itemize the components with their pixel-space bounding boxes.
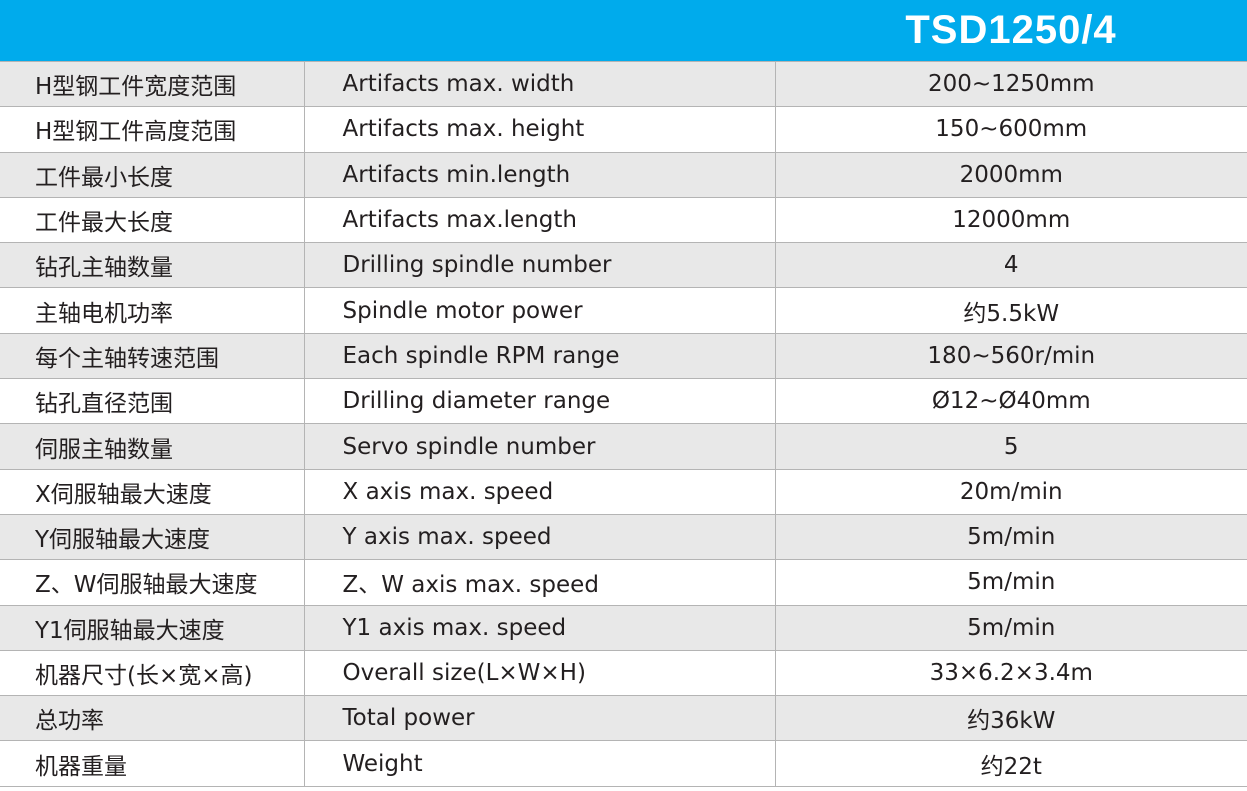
spec-name-cn: 工件最大长度	[0, 197, 305, 244]
spec-value: 12000mm	[775, 197, 1247, 244]
spec-name-en: Drilling spindle number	[304, 242, 776, 289]
spec-name-cn: H型钢工件高度范围	[0, 106, 305, 153]
spec-name-cn: 主轴电机功率	[0, 287, 305, 334]
spec-value: 约36kW	[775, 695, 1247, 742]
header-bar: TSD1250/4	[0, 0, 1247, 62]
spec-name-cn: 工件最小长度	[0, 152, 305, 198]
table-row: 主轴电机功率 Spindle motor power 约5.5kW	[0, 287, 1247, 334]
spec-name-en: Y axis max. speed	[304, 514, 776, 561]
table-row: 工件最小长度 Artifacts min.length 2000mm	[0, 152, 1247, 198]
spec-name-en: Z、W axis max. speed	[304, 559, 776, 606]
table-row: Z、W伺服轴最大速度 Z、W axis max. speed 5m/min	[0, 559, 1247, 606]
spec-name-en: Servo spindle number	[304, 423, 776, 470]
spec-value: 20m/min	[775, 469, 1247, 515]
table-row: Y1伺服轴最大速度 Y1 axis max. speed 5m/min	[0, 605, 1247, 651]
spec-value: 4	[775, 242, 1247, 289]
spec-name-cn: X伺服轴最大速度	[0, 469, 305, 515]
spec-table: H型钢工件宽度范围 Artifacts max. width 200~1250mm H…	[0, 62, 1247, 787]
spec-value: Ø12~Ø40mm	[775, 378, 1247, 425]
table-row: 伺服主轴数量 Servo spindle number 5	[0, 423, 1247, 470]
spec-name-en: Weight	[304, 740, 776, 787]
model-title: TSD1250/4	[905, 8, 1117, 52]
table-row: 总功率 Total power 约36kW	[0, 695, 1247, 742]
spec-name-en: X axis max. speed	[304, 469, 776, 515]
spec-value: 200~1250mm	[775, 62, 1247, 108]
spec-name-cn: Y1伺服轴最大速度	[0, 605, 305, 651]
spec-value: 5m/min	[775, 514, 1247, 561]
table-row: 机器尺寸(长×宽×高) Overall size(L×W×H) 33×6.2×3.4…	[0, 650, 1247, 697]
spec-name-en: Y1 axis max. speed	[304, 605, 776, 651]
spec-name-en: Artifacts max.length	[304, 197, 776, 244]
spec-name-cn: 总功率	[0, 695, 305, 742]
table-row: 机器重量 Weight 约22t	[0, 740, 1247, 787]
spec-value: 180~560r/min	[775, 333, 1247, 380]
spec-name-cn: Y伺服轴最大速度	[0, 514, 305, 561]
table-row: X伺服轴最大速度 X axis max. speed 20m/min	[0, 469, 1247, 515]
spec-name-en: Spindle motor power	[304, 287, 776, 334]
table-row: 每个主轴转速范围 Each spindle RPM range 180~560r/m…	[0, 333, 1247, 380]
spec-value: 2000mm	[775, 152, 1247, 198]
spec-name-en: Drilling diameter range	[304, 378, 776, 425]
spec-name-en: Total power	[304, 695, 776, 742]
table-row: 工件最大长度 Artifacts max.length 12000mm	[0, 197, 1247, 244]
spec-name-en: Overall size(L×W×H)	[304, 650, 776, 697]
spec-name-en: Artifacts min.length	[304, 152, 776, 198]
spec-name-cn: 钻孔直径范围	[0, 378, 305, 425]
spec-name-cn: Z、W伺服轴最大速度	[0, 559, 305, 606]
spec-value: 5m/min	[775, 605, 1247, 651]
spec-name-en: Each spindle RPM range	[304, 333, 776, 380]
table-row: Y伺服轴最大速度 Y axis max. speed 5m/min	[0, 514, 1247, 561]
spec-name-cn: 机器尺寸(长×宽×高)	[0, 650, 305, 697]
spec-value: 5m/min	[775, 559, 1247, 606]
spec-name-cn: H型钢工件宽度范围	[0, 62, 305, 108]
spec-value: 5	[775, 423, 1247, 470]
spec-name-cn: 钻孔主轴数量	[0, 242, 305, 289]
spec-name-cn: 伺服主轴数量	[0, 423, 305, 470]
table-row: 钻孔直径范围 Drilling diameter range Ø12~Ø40mm	[0, 378, 1247, 425]
spec-value: 约22t	[775, 740, 1247, 787]
spec-name-en: Artifacts max. height	[304, 106, 776, 153]
spec-value: 150~600mm	[775, 106, 1247, 153]
spec-name-cn: 每个主轴转速范围	[0, 333, 305, 380]
spec-value: 约5.5kW	[775, 287, 1247, 334]
spec-value: 33×6.2×3.4m	[775, 650, 1247, 697]
table-row: 钻孔主轴数量 Drilling spindle number 4	[0, 242, 1247, 289]
spec-name-en: Artifacts max. width	[304, 62, 776, 108]
table-row: H型钢工件宽度范围 Artifacts max. width 200~1250mm	[0, 62, 1247, 108]
table-row: H型钢工件高度范围 Artifacts max. height 150~600mm	[0, 106, 1247, 153]
spec-name-cn: 机器重量	[0, 740, 305, 787]
